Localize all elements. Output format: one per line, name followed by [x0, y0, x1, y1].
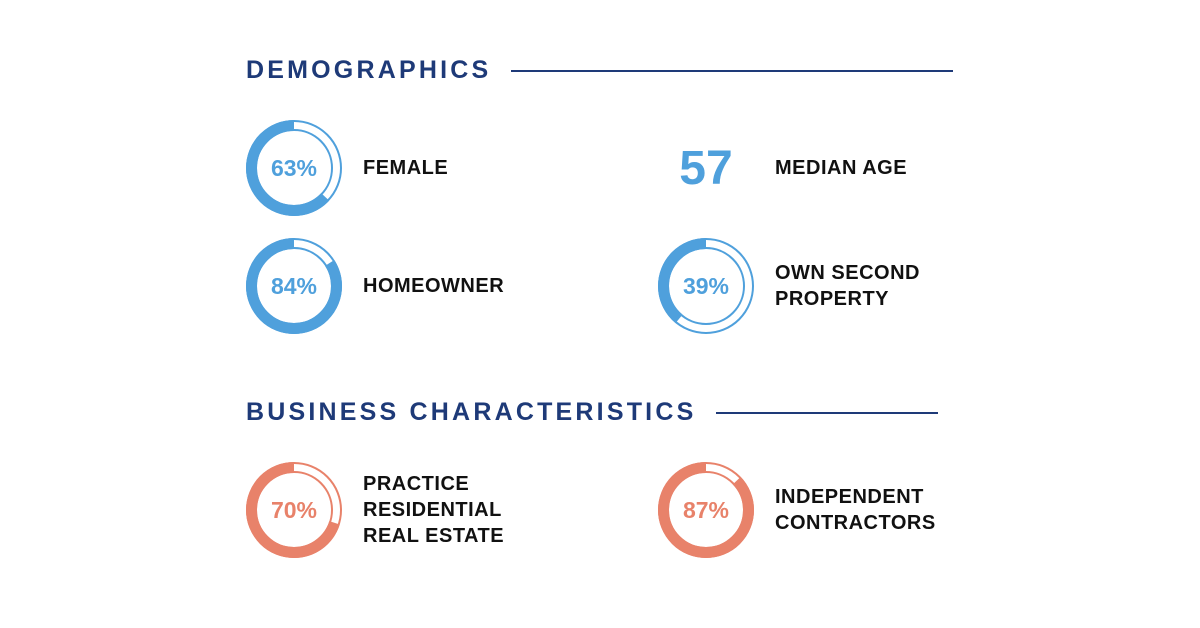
stat-median-age: 57 MEDIAN AGE [656, 118, 907, 218]
divider-line [511, 69, 954, 72]
ring-arc-icon [246, 238, 342, 334]
ring-value: 84% [270, 272, 318, 299]
stat-label: MEDIAN AGE [775, 157, 908, 179]
business-heading: BUSINESS CHARACTERISTICS [246, 398, 939, 427]
stat-own-second-property: 39% OWN SECOND PROPERTY [656, 236, 920, 336]
ring-arc-icon [658, 238, 754, 334]
stat-label: PRACTICE RESIDENTIAL REAL ESTATE [363, 473, 505, 547]
stat-label: FEMALE [363, 157, 449, 179]
progress-ring: 87% [656, 460, 756, 560]
ring-value: 63% [270, 154, 318, 181]
progress-ring: 39% [656, 236, 756, 336]
stat-label: HOMEOWNER [363, 275, 505, 297]
stat-practice-residential: 70% PRACTICE RESIDENTIAL REAL ESTATE [244, 460, 504, 560]
ring-value: 87% [682, 496, 730, 523]
stat-female: 63% FEMALE [244, 118, 448, 218]
progress-ring: 84% [244, 236, 344, 336]
ring-arc-icon [246, 120, 342, 216]
ring-value: 39% [682, 272, 730, 299]
stat-independent-contractors: 87% INDEPENDENT CONTRACTORS [656, 460, 936, 560]
section-title: BUSINESS CHARACTERISTICS [246, 398, 697, 426]
progress-ring: 63% [244, 118, 344, 218]
ring-arc-icon [658, 462, 754, 558]
stat-label: INDEPENDENT CONTRACTORS [775, 486, 936, 534]
ring-value: 70% [270, 496, 318, 523]
ring-arc-icon [246, 462, 342, 558]
progress-ring: 70% [244, 460, 344, 560]
stat-homeowner: 84% HOMEOWNER [244, 236, 504, 336]
divider-line [716, 411, 939, 414]
demographics-heading: DEMOGRAPHICS [246, 56, 954, 85]
section-title: DEMOGRAPHICS [246, 56, 492, 84]
stat-label: OWN SECOND PROPERTY [775, 262, 920, 310]
big-number: 57 [679, 141, 733, 195]
